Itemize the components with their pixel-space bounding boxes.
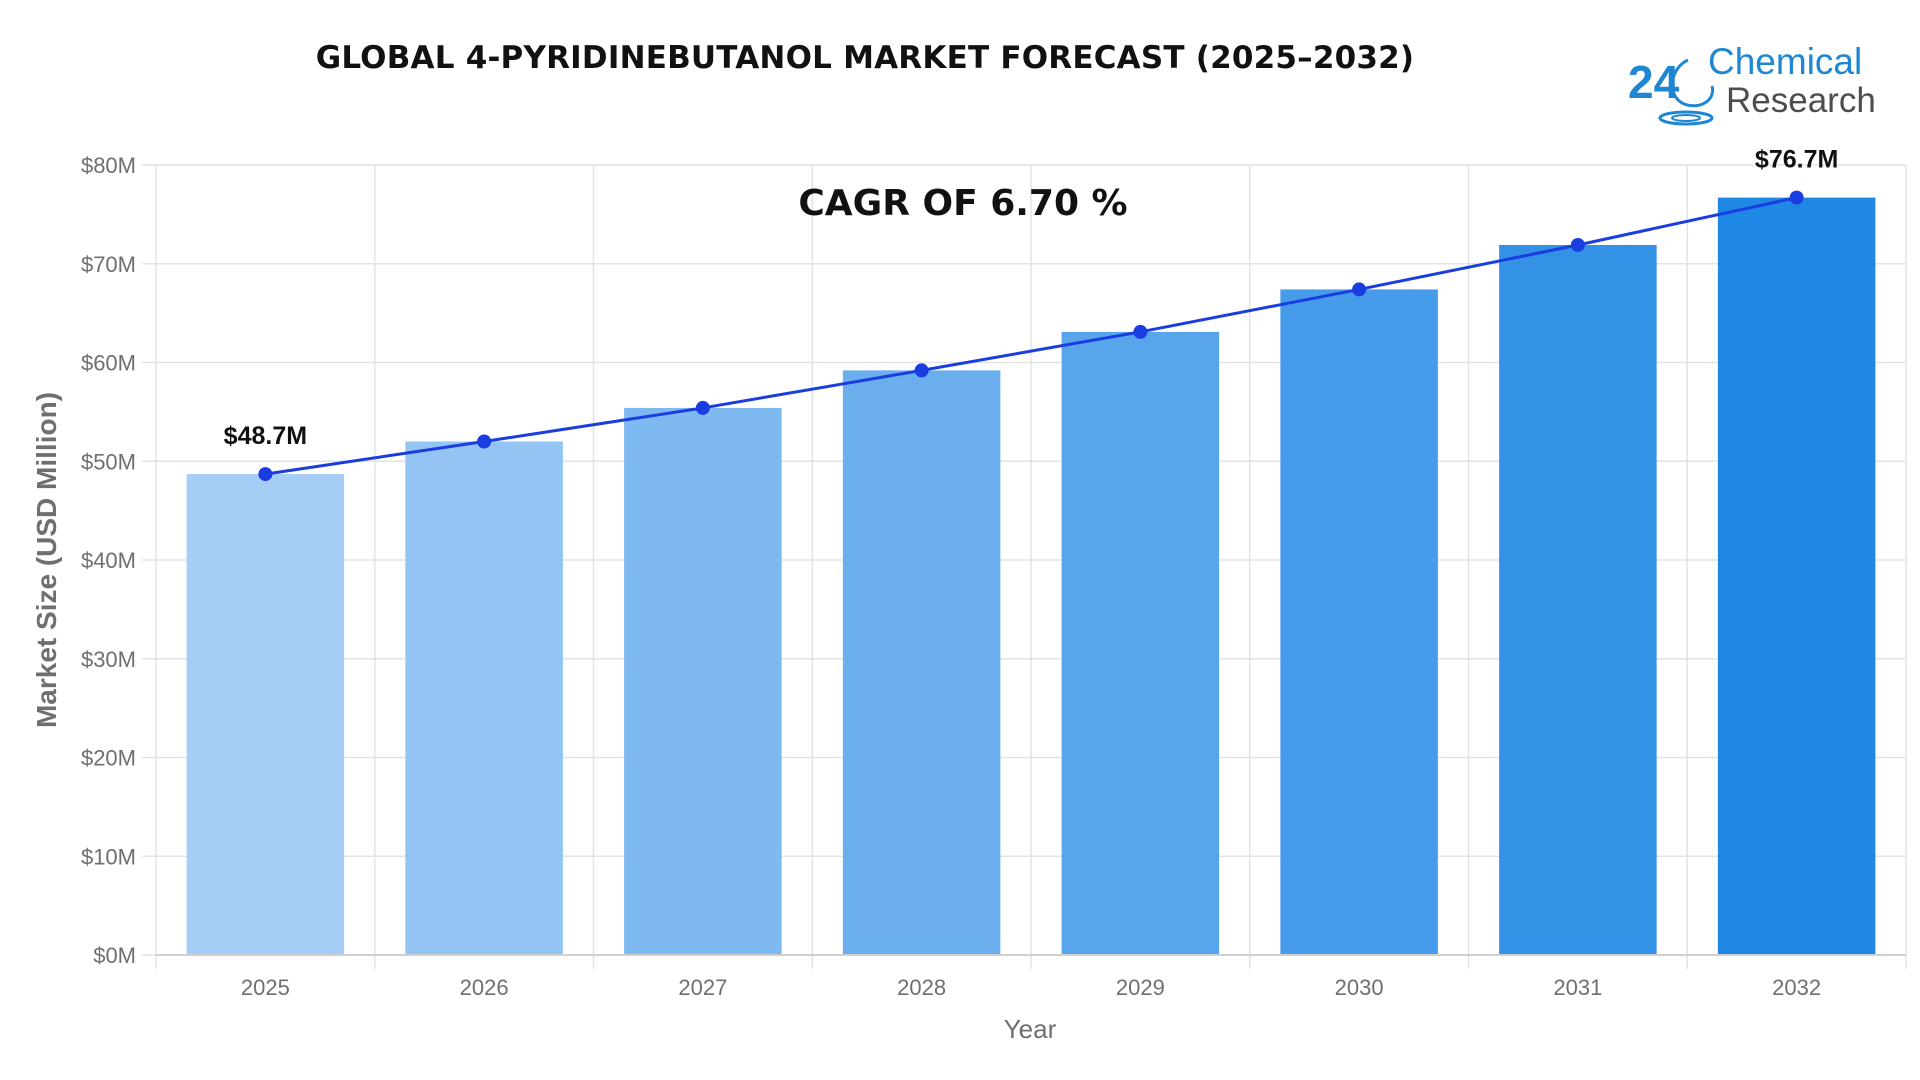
bar-2032: [1717, 197, 1876, 955]
company-logo: 24 Chemical Research: [1626, 38, 1896, 128]
trend-point-2031: [1570, 237, 1585, 252]
y-tick-label: $10M: [81, 844, 136, 869]
y-tick-label: $70M: [81, 252, 136, 277]
trend-point-2032: [1789, 190, 1804, 205]
y-tick-label: $30M: [81, 647, 136, 672]
x-tick-label: 2026: [460, 975, 509, 1000]
bar-2030: [1280, 289, 1438, 955]
bar-2025: [186, 474, 345, 955]
logo-number: 24: [1628, 56, 1680, 108]
logo-swirl-icon: [1670, 58, 1715, 108]
y-tick-label: $50M: [81, 449, 136, 474]
trend-line-path: [265, 196, 1797, 476]
x-tick-label: 2031: [1553, 975, 1602, 1000]
trend-point-2025: [258, 467, 273, 482]
bar-2029: [1061, 331, 1220, 955]
y-tick-label: $20M: [81, 746, 136, 771]
trend-point-2028: [914, 363, 929, 378]
y-tick-label: $0M: [93, 943, 136, 968]
x-tick-label: 2030: [1335, 975, 1384, 1000]
trend-point-2027: [695, 400, 710, 415]
trend-point-2026: [477, 434, 492, 449]
bar-2031: [1499, 244, 1657, 956]
bar-2028: [842, 370, 1001, 955]
y-axis-title: Market Size (USD Million): [31, 392, 62, 728]
trend-line: [258, 190, 1804, 482]
data-label: $76.7M: [1755, 146, 1838, 174]
logo-ripple-inner-icon: [1671, 114, 1701, 122]
axes: $0M $10M $20M $30M $40M $50M $60M $70M $80M 2025 2…: [81, 153, 1906, 1000]
y-tick-label: $60M: [81, 351, 136, 376]
logo-ripple-icon: [1658, 110, 1714, 126]
logo-line2: Research: [1726, 81, 1876, 120]
x-tick-label: 2032: [1772, 975, 1821, 1000]
x-tick-label: 2027: [678, 975, 727, 1000]
data-labels: $48.7M $76.7M: [224, 146, 1839, 451]
bar-2027: [624, 407, 782, 955]
data-label: $48.7M: [224, 422, 307, 450]
trend-point-2029: [1133, 324, 1148, 339]
x-axis-title: Year: [1004, 1014, 1057, 1044]
bars: [186, 197, 1876, 956]
x-tick-label: 2028: [897, 975, 946, 1000]
company-logo-graphic: 24 Chemical Research: [1628, 41, 1876, 126]
y-tick-label: $80M: [81, 153, 136, 178]
x-tick-label: 2029: [1116, 975, 1165, 1000]
bar-2026: [405, 441, 563, 955]
x-tick-label: 2025: [241, 975, 290, 1000]
y-tick-label: $40M: [81, 548, 136, 573]
logo-line1: Chemical: [1708, 41, 1862, 82]
trend-point-2030: [1352, 282, 1367, 297]
chart-title: GLOBAL 4-PYRIDINEBUTANOL MARKET FORECAST…: [315, 40, 1415, 76]
cagr-annotation: CAGR OF 6.70 %: [798, 183, 1127, 224]
